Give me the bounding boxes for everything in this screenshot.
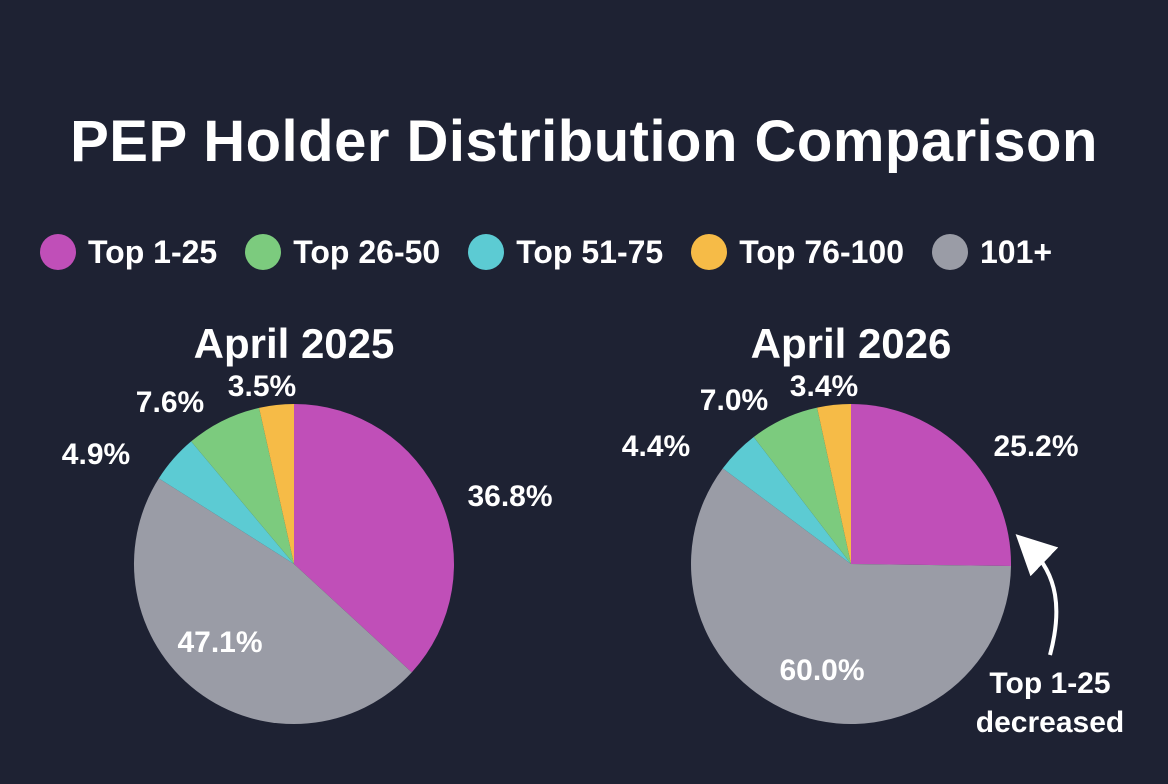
legend-item-top-1-25: Top 1-25 bbox=[40, 234, 217, 271]
slice-label-top-76-100: 3.4% bbox=[790, 370, 858, 403]
legend-item-top-76-100: Top 76-100 bbox=[691, 234, 904, 271]
pie-title: April 2025 bbox=[194, 320, 395, 367]
pie-april-2025: 36.8% 47.1% 4.9%7.6% 3.5%April 2025 bbox=[62, 320, 553, 725]
pie-slice-top-1-25 bbox=[851, 404, 1012, 567]
slice-label-top-51-75: 4.4% bbox=[622, 430, 690, 463]
legend-item-top-26-50: Top 26-50 bbox=[245, 234, 440, 271]
slice-label-101-plus: 60.0% bbox=[779, 654, 864, 687]
legend-swatch-top-26-50 bbox=[245, 234, 282, 270]
pie-april-2026: 25.2% 60.0% 4.4% 7.0% 3.4%April 2026 bbox=[622, 320, 1079, 725]
legend-label: Top 51-75 bbox=[516, 233, 664, 270]
legend-swatch-top-76-100 bbox=[691, 234, 728, 270]
slice-label-top-76-100: 3.5% bbox=[228, 370, 296, 403]
slice-label-top-1-25: 36.8% bbox=[467, 480, 552, 513]
annotation-arrow bbox=[1015, 534, 1059, 656]
pie-slice-top-1-25 bbox=[294, 404, 455, 673]
pie-slice-top-26-50 bbox=[191, 407, 294, 564]
pie-slice-101-plus bbox=[133, 478, 412, 725]
legend: Top 1-25 Top 26-50 Top 51-75 Top 76-100 … bbox=[40, 230, 1140, 274]
annotation-line-2: decreased bbox=[976, 706, 1124, 739]
legend-label: Top 1-25 bbox=[88, 233, 218, 270]
pie-slice-top-76-100 bbox=[817, 404, 851, 564]
legend-swatch-top-51-75 bbox=[468, 234, 505, 270]
legend-label: Top 26-50 bbox=[293, 233, 441, 270]
slice-label-top-51-75: 4.9% bbox=[62, 438, 130, 471]
legend-label: 101+ bbox=[980, 233, 1053, 270]
pie-slice-top-51-75 bbox=[158, 441, 294, 564]
legend-swatch-101-plus bbox=[932, 234, 968, 270]
chart-title: PEP Holder Distribution Comparison bbox=[70, 109, 1098, 174]
pie-slice-top-26-50 bbox=[753, 407, 851, 564]
pie-slice-top-51-75 bbox=[722, 436, 851, 564]
pie-slice-top-76-100 bbox=[259, 403, 294, 564]
annotation-line-1: Top 1-25 bbox=[989, 667, 1110, 700]
pie-slice-101-plus bbox=[691, 468, 1011, 725]
legend-label: Top 76-100 bbox=[739, 233, 904, 270]
legend-item-top-51-75: Top 51-75 bbox=[468, 234, 663, 271]
legend-swatch-top-1-25 bbox=[40, 234, 76, 270]
slice-label-top-1-25: 25.2% bbox=[993, 430, 1078, 463]
pie-title: April 2026 bbox=[751, 320, 952, 367]
slice-label-top-26-50: 7.6% bbox=[136, 386, 204, 419]
legend-item-101-plus: 101+ bbox=[932, 234, 1052, 271]
slice-label-101-plus: 47.1% bbox=[177, 626, 262, 659]
slice-label-top-26-50: 7.0% bbox=[700, 384, 768, 417]
